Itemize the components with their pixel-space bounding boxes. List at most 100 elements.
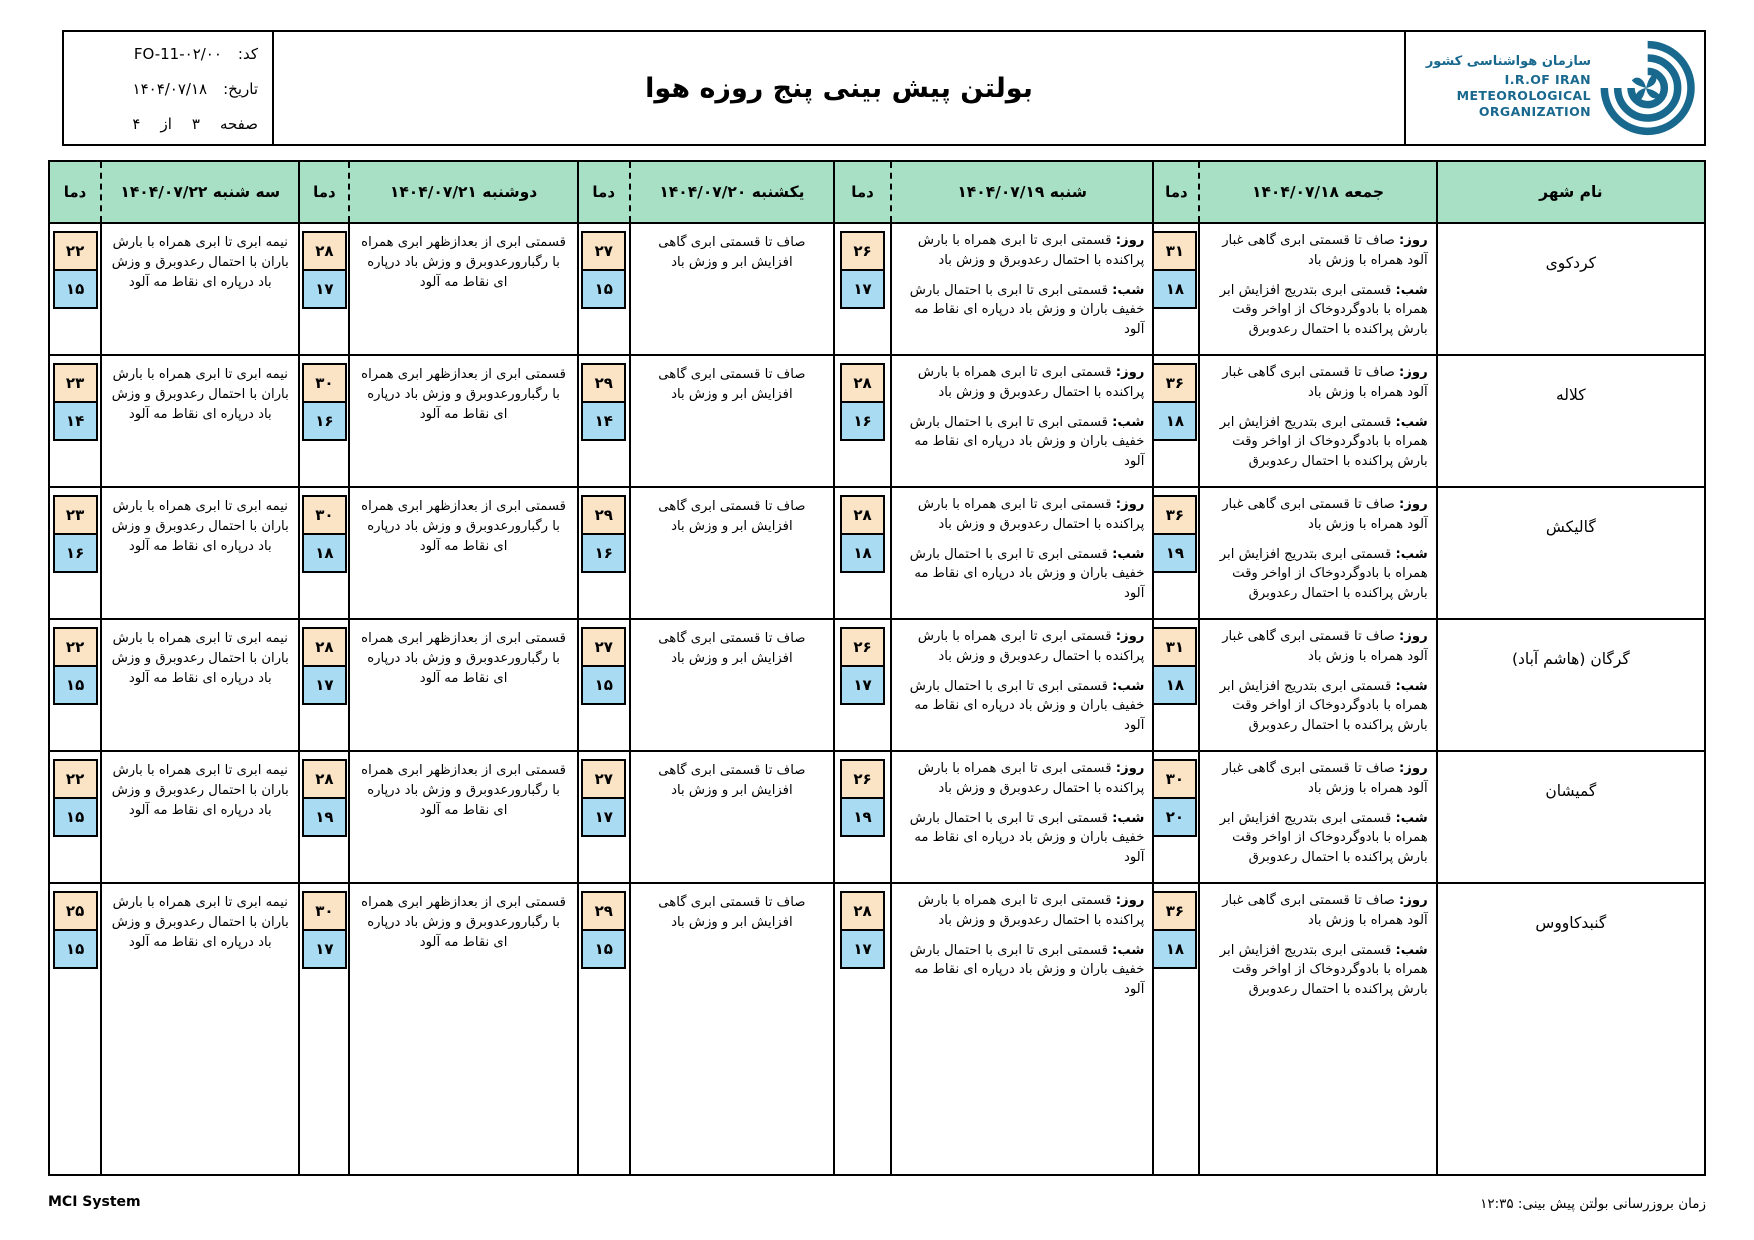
date-value: ۱۴۰۴/۰۷/۱۸ [132, 80, 208, 98]
temp-min: ۱۶ [581, 532, 627, 573]
night-text: قسمتی ابری بتدریج افزایش ابر همراه با با… [1219, 678, 1428, 734]
city-name: گرگان (هاشم آباد) [1435, 617, 1707, 752]
organization-logo: سازمان هواشناسی کشور I.R.OF IRAN METEORO… [1404, 32, 1704, 144]
page-total: ۴ [132, 115, 141, 133]
night-text: قسمتی ابری بتدریج افزایش ابر همراه با با… [1219, 942, 1428, 998]
temp-max: ۲۹ [581, 362, 627, 403]
temps-cell: ۲۷ ۱۵ [576, 222, 631, 356]
forecast-text: نیمه ابری تا ابری همراه با بارش باران با… [111, 235, 289, 290]
temp-max: ۲۳ [52, 494, 98, 535]
temp-header-saturday: دما [832, 160, 893, 224]
night-label: شب: [1395, 678, 1428, 694]
night-label: شب: [1112, 282, 1145, 298]
table-row: گالیکش روز: صاف تا قسمتی ابری گاهی غبار … [47, 485, 1707, 620]
forecast-day-part: روز: صاف تا قسمتی ابری گاهی غبار آلود هم… [1208, 891, 1428, 931]
city-column-header: نام شهر [1435, 160, 1707, 224]
temp-min: ۱۹ [840, 796, 886, 837]
day-label: روز: [1399, 892, 1428, 908]
forecast-cell: روز: صاف تا قسمتی ابری گاهی غبار آلود هم… [1199, 881, 1438, 1176]
table-row: گرگان (هاشم آباد) روز: صاف تا قسمتی ابری… [47, 617, 1707, 752]
temp-min: ۱۷ [840, 664, 886, 705]
temp-min: ۱۵ [581, 664, 627, 705]
temp-max: ۳۱ [1152, 626, 1198, 667]
page-label: صفحه [219, 115, 258, 133]
forecast-text: قسمتی ابری از بعدازظهر ابری همراه با رگب… [361, 498, 566, 554]
temps-cell: ۳۶ ۱۸ [1152, 353, 1201, 488]
forecast-cell: قسمتی ابری از بعدازظهر ابری همراه با رگب… [349, 749, 579, 884]
temp-max: ۲۶ [840, 231, 886, 271]
forecast-day-part: روز: صاف تا قسمتی ابری گاهی غبار آلود هم… [1208, 363, 1428, 403]
forecast-cell: نیمه ابری تا ابری همراه با بارش باران با… [101, 749, 301, 884]
temps-cell: ۲۶ ۱۷ [832, 222, 893, 356]
forecast-day-part: روز: صاف تا قسمتی ابری گاهی غبار آلود هم… [1208, 495, 1428, 535]
forecast-day-part: روز: قسمتی ابری تا ابری همراه با بارش پر… [900, 231, 1145, 271]
logo-english-line2: METEOROLOGICAL [1456, 87, 1591, 103]
temps-cell: ۲۹ ۱۵ [576, 881, 631, 1176]
forecast-cell: روز: قسمتی ابری تا ابری همراه با بارش پر… [891, 617, 1155, 752]
temp-min: ۱۷ [301, 664, 347, 705]
page-title: بولتن پیش بینی پنج روزه هوا [645, 72, 1033, 104]
temps-cell: ۲۲ ۱۵ [47, 222, 103, 356]
temps-cell: ۲۸ ۱۷ [832, 881, 893, 1176]
forecast-day-part: روز: قسمتی ابری تا ابری همراه با بارش پر… [900, 891, 1145, 931]
forecast-night-part: شب: قسمتی ابری تا ابری با احتمال بارش خف… [900, 677, 1145, 736]
forecast-cell: روز: قسمتی ابری تا ابری همراه با بارش پر… [891, 749, 1155, 884]
temp-min: ۱۸ [1152, 400, 1198, 441]
forecast-cell: قسمتی ابری از بعدازظهر ابری همراه با رگب… [349, 353, 579, 488]
temp-min: ۱۹ [301, 796, 347, 837]
forecast-cell: نیمه ابری تا ابری همراه با بارش باران با… [101, 353, 301, 488]
forecast-day-part: روز: صاف تا قسمتی ابری گاهی غبار آلود هم… [1208, 627, 1428, 667]
forecast-cell: صاف تا قسمتی ابری گاهی افزایش ابر و وزش … [629, 617, 835, 752]
spiral-logo-icon [1600, 40, 1695, 136]
temp-min: ۱۸ [1152, 664, 1198, 705]
temps-cell: ۲۵ ۱۵ [47, 881, 103, 1176]
temp-min: ۱۵ [52, 664, 98, 705]
forecast-cell: صاف تا قسمتی ابری گاهی افزایش ابر و وزش … [629, 222, 835, 356]
day-label: روز: [1399, 760, 1428, 776]
night-label: شب: [1395, 414, 1428, 430]
forecast-text: نیمه ابری تا ابری همراه با بارش باران با… [111, 498, 289, 554]
temp-max: ۳۰ [1152, 758, 1198, 799]
temp-max: ۳۰ [301, 362, 347, 403]
day-text: صاف تا قسمتی ابری گاهی غبار آلود همراه ب… [1222, 760, 1428, 796]
night-text: قسمتی ابری تا ابری با احتمال بارش خفیف ب… [909, 942, 1145, 998]
forecast-day-part: روز: قسمتی ابری تا ابری همراه با بارش پر… [900, 759, 1145, 799]
page-of-label: از [160, 115, 172, 133]
forecast-night-part: شب: قسمتی ابری بتدریج افزایش ابر همراه ب… [1208, 413, 1428, 472]
forecast-night-part: شب: قسمتی ابری بتدریج افزایش ابر همراه ب… [1208, 281, 1428, 340]
temp-header-monday: دما [298, 160, 351, 224]
temp-min: ۱۷ [840, 269, 886, 309]
temps-cell: ۲۸ ۱۶ [832, 353, 893, 488]
temp-min: ۱۵ [52, 928, 98, 969]
night-label: شب: [1395, 942, 1428, 958]
forecast-night-part: شب: قسمتی ابری تا ابری با احتمال بارش خف… [900, 941, 1145, 1000]
night-label: شب: [1395, 810, 1428, 826]
forecast-text: نیمه ابری تا ابری همراه با بارش باران با… [111, 894, 289, 950]
temp-min: ۱۴ [52, 400, 98, 441]
temp-min: ۱۵ [581, 269, 627, 309]
temp-max: ۲۹ [581, 494, 627, 535]
night-text: قسمتی ابری تا ابری با احتمال بارش خفیف ب… [909, 678, 1145, 734]
forecast-text: نیمه ابری تا ابری همراه با بارش باران با… [111, 762, 289, 818]
bulletin-header: کد: FO-11-۰۲/۰۰ تاریخ: ۱۴۰۴/۰۷/۱۸ صفحه ۳… [62, 30, 1706, 146]
forecast-cell: قسمتی ابری از بعدازظهر ابری همراه با رگب… [349, 617, 579, 752]
forecast-text: صاف تا قسمتی ابری گاهی افزایش ابر و وزش … [658, 762, 806, 798]
forecast-cell: نیمه ابری تا ابری همراه با بارش باران با… [101, 485, 301, 620]
day-header-monday: دوشنبه ۱۴۰۴/۰۷/۲۱ [348, 160, 579, 224]
night-text: قسمتی ابری تا ابری با احتمال بارش خفیف ب… [909, 810, 1145, 866]
temp-max: ۲۸ [840, 362, 886, 403]
forecast-cell: قسمتی ابری از بعدازظهر ابری همراه با رگب… [349, 485, 579, 620]
temps-cell: ۳۰ ۲۰ [1152, 749, 1201, 884]
code-value: FO-11-۰۲/۰۰ [133, 45, 222, 63]
forecast-text: صاف تا قسمتی ابری گاهی افزایش ابر و وزش … [658, 498, 806, 534]
city-name: گمیشان [1435, 749, 1707, 884]
table-row: کردکوی روز: صاف تا قسمتی ابری گاهی غبار … [47, 222, 1707, 356]
day-text: قسمتی ابری تا ابری همراه با بارش پراکنده… [917, 364, 1145, 400]
logo-text-block: سازمان هواشناسی کشور I.R.OF IRAN METEORO… [1426, 54, 1591, 119]
night-label: شب: [1112, 414, 1145, 430]
temp-max: ۲۸ [840, 494, 886, 535]
temps-cell: ۳۰ ۱۶ [298, 353, 351, 488]
temp-min: ۱۵ [52, 269, 98, 309]
logo-english-line1: I.R.OF IRAN [1504, 72, 1591, 88]
day-header-tuesday: سه شنبه ۱۴۰۴/۰۷/۲۲ [100, 160, 301, 224]
